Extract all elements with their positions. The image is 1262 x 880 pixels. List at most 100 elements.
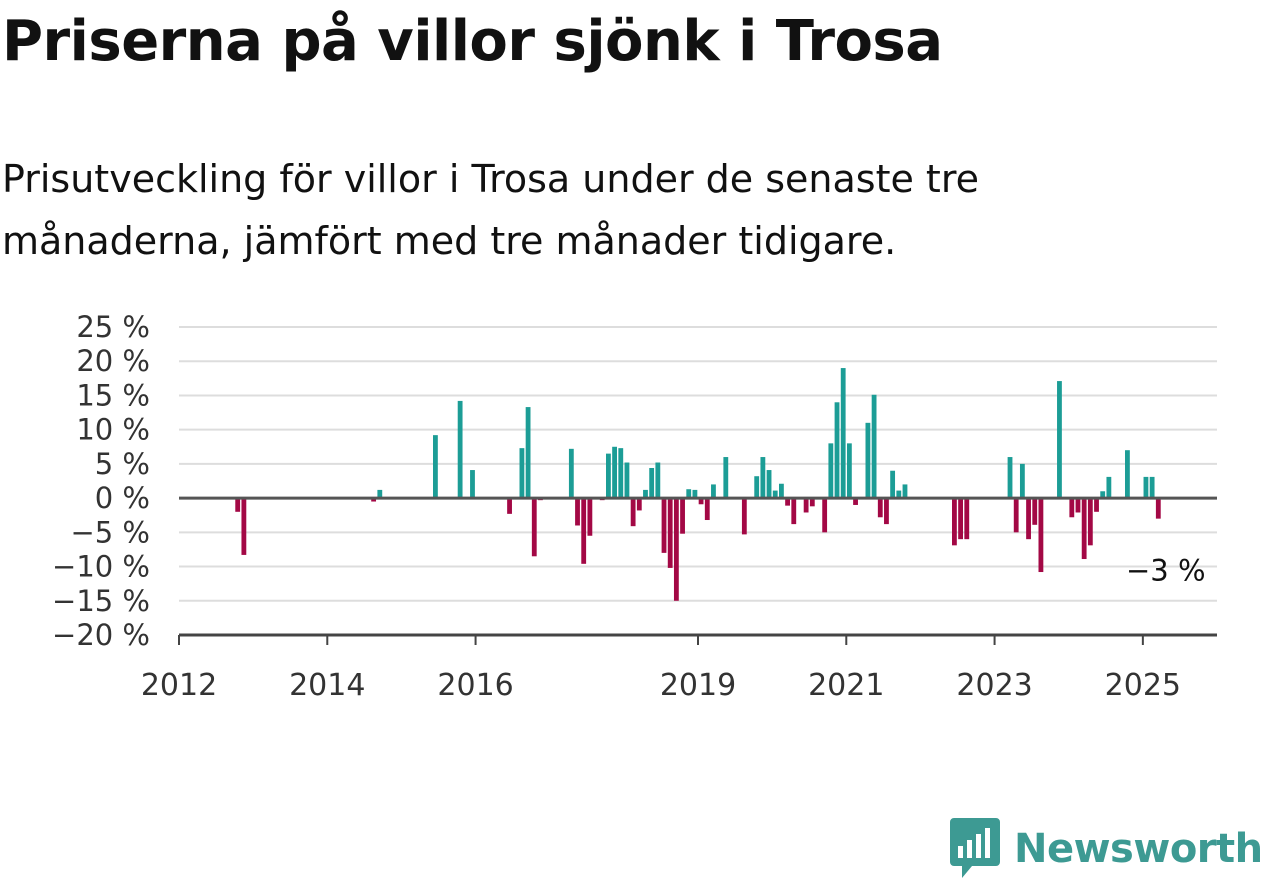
newsworthy-logo-icon	[950, 818, 1000, 878]
bar	[643, 489, 648, 499]
bar	[686, 489, 692, 499]
bar	[1038, 498, 1044, 573]
bar	[809, 498, 815, 507]
bar	[1106, 476, 1112, 499]
bar	[772, 490, 778, 499]
bar	[470, 470, 475, 499]
bar	[822, 498, 828, 533]
bar	[612, 446, 617, 499]
bar	[630, 498, 636, 527]
bar	[711, 484, 716, 499]
bar	[636, 498, 642, 511]
gridlines	[179, 326, 1217, 602]
y-tick-label: 20 %	[76, 344, 150, 378]
bar	[1081, 498, 1087, 560]
bar	[692, 489, 698, 499]
chart-subtitle: Prisutveckling för villor i Trosa under …	[2, 157, 979, 263]
bar-series	[235, 368, 1217, 601]
bar	[575, 498, 580, 526]
bar	[667, 498, 673, 568]
chart-title: Priserna på villor sjönk i Trosa	[2, 9, 943, 74]
bar	[1087, 498, 1093, 546]
x-tick-label: 2014	[289, 668, 365, 703]
y-tick-label: 25 %	[76, 310, 150, 344]
bar	[673, 498, 679, 601]
bar	[791, 498, 797, 525]
x-tick-label: 2016	[437, 668, 513, 703]
bar	[840, 368, 846, 499]
bar	[661, 498, 667, 553]
bar	[1032, 498, 1038, 525]
bar	[741, 498, 747, 535]
y-tick-label: 5 %	[95, 447, 150, 481]
bar	[235, 498, 241, 512]
bar	[803, 498, 809, 513]
bar	[958, 498, 963, 540]
bar	[624, 462, 630, 499]
bar	[896, 490, 902, 499]
bar	[457, 400, 463, 499]
bar	[1007, 457, 1013, 499]
bar	[1075, 498, 1081, 513]
y-tick-label: 0 %	[95, 481, 150, 515]
bar	[531, 498, 537, 557]
x-tick-label: 2012	[141, 668, 217, 703]
bar	[507, 498, 512, 514]
latest-value-label: −3 %	[1126, 554, 1206, 588]
bar	[371, 498, 377, 502]
bar	[568, 448, 574, 499]
bar	[884, 498, 889, 525]
x-tick-label: 2019	[660, 668, 736, 703]
bar	[865, 422, 871, 499]
y-tick-label: −15 %	[52, 584, 150, 618]
bar	[766, 470, 772, 499]
bar	[871, 394, 877, 499]
bar	[964, 498, 970, 540]
bar	[433, 435, 438, 499]
y-axis-ticks: 25 %20 %15 %10 %5 %0 %−5 %−10 %−15 %−20 …	[52, 310, 150, 652]
bar	[704, 498, 710, 521]
bar-chart: 25 %20 %15 %10 %5 %0 %−5 %−10 %−15 %−20 …	[52, 310, 1217, 703]
y-tick-label: −5 %	[70, 515, 150, 549]
bar	[241, 498, 247, 555]
bar	[581, 498, 587, 564]
bar	[377, 489, 383, 499]
bar	[723, 457, 729, 499]
bar	[1026, 498, 1031, 540]
bar	[877, 498, 883, 518]
bar	[519, 448, 525, 499]
y-tick-label: 15 %	[76, 378, 150, 412]
x-tick-label: 2021	[808, 668, 884, 703]
bar	[698, 498, 704, 505]
bar	[1100, 491, 1106, 499]
x-tick-label: 2025	[1105, 668, 1181, 703]
bar	[525, 407, 531, 499]
bar	[606, 453, 611, 499]
bar	[649, 467, 655, 499]
y-tick-label: −10 %	[52, 550, 150, 584]
bar	[1125, 450, 1130, 499]
y-tick-label: −20 %	[52, 618, 150, 652]
bar	[1094, 498, 1099, 512]
bar	[846, 443, 852, 499]
brand-logo: Newsworthy	[950, 818, 1262, 880]
bar	[1019, 463, 1025, 499]
bar	[1143, 476, 1149, 499]
bar	[1013, 498, 1019, 533]
bar	[785, 498, 790, 506]
bar	[754, 476, 760, 499]
x-tick-label: 2023	[956, 668, 1032, 703]
x-axis-ticks: 2012 2014 2016 2019 2021 2023 2025	[141, 635, 1181, 703]
bar	[760, 457, 766, 499]
bar	[1057, 381, 1062, 499]
bar	[834, 402, 840, 499]
bar	[1155, 498, 1161, 519]
bar	[618, 448, 624, 499]
bar	[890, 470, 896, 499]
bar	[1149, 476, 1155, 499]
bar	[952, 498, 957, 546]
bar	[828, 443, 834, 499]
bar	[853, 498, 858, 505]
bar	[680, 498, 685, 534]
brand-name: Newsworthy	[1014, 826, 1262, 872]
